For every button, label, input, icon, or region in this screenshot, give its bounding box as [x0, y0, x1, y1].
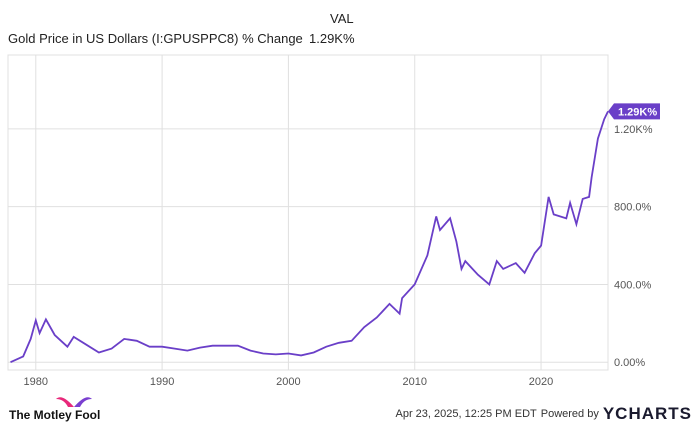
y-tick-label: 400.0%: [614, 279, 652, 291]
y-tick-label: 0.00%: [614, 357, 645, 369]
series-line: [10, 111, 609, 364]
end-value-label: 1.29K%: [618, 106, 657, 118]
x-tick-label: 2000: [276, 376, 300, 388]
timestamp: Apr 23, 2025, 12:25 PM EDT: [395, 408, 537, 420]
ycharts-logo[interactable]: YCHARTS: [602, 404, 692, 423]
x-tick-label: 2010: [402, 376, 426, 388]
y-tick-label: 800.0%: [614, 202, 652, 214]
motley-fool-logo: The Motley Fool: [9, 396, 100, 422]
powered-by: Powered by: [540, 408, 599, 420]
x-tick-label: 2020: [529, 376, 553, 388]
jester-hat-icon: [56, 397, 92, 407]
end-value-badge: [608, 103, 660, 120]
series-value: 1.29K%: [309, 31, 355, 46]
series-label: Gold Price in US Dollars (I:GPUSPPC8) % …: [8, 31, 303, 46]
brand-name: The Motley Fool: [9, 408, 101, 422]
val-header: VAL: [330, 11, 354, 26]
y-tick-label: 1.20K%: [614, 124, 653, 136]
x-tick-label: 1990: [150, 376, 174, 388]
x-tick-label: 1980: [24, 376, 48, 388]
plot-frame: [7, 54, 609, 371]
